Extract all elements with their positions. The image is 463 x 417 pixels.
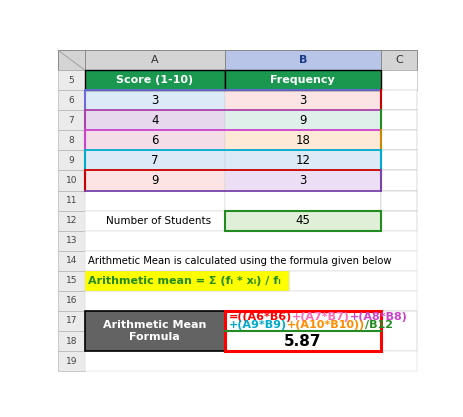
Bar: [85, 311, 225, 351]
Text: 18: 18: [66, 337, 77, 346]
Bar: [85, 191, 225, 211]
Bar: [58, 311, 85, 331]
Bar: [58, 130, 85, 151]
Bar: [381, 151, 417, 171]
Bar: [225, 151, 381, 171]
Text: 9: 9: [299, 114, 307, 127]
Bar: [381, 130, 417, 151]
Bar: [225, 211, 381, 231]
Text: 11: 11: [66, 196, 77, 205]
Bar: [85, 291, 417, 311]
Text: B: B: [299, 55, 307, 65]
Bar: [58, 171, 85, 191]
Bar: [381, 191, 417, 211]
Bar: [381, 90, 417, 110]
Text: 17: 17: [66, 317, 77, 325]
Bar: [58, 291, 85, 311]
Text: 6: 6: [69, 96, 74, 105]
Text: +(A10*B10)): +(A10*B10)): [287, 320, 365, 330]
Text: 10: 10: [66, 176, 77, 185]
Text: 9: 9: [69, 156, 74, 165]
Bar: [85, 351, 417, 371]
Text: Arithmetic mean = Σ (fᵢ * xᵢ) / fᵢ: Arithmetic mean = Σ (fᵢ * xᵢ) / fᵢ: [88, 276, 281, 286]
Bar: [58, 351, 85, 371]
Bar: [381, 171, 417, 191]
Text: 5.87: 5.87: [284, 334, 321, 349]
Bar: [225, 130, 381, 151]
Bar: [225, 311, 381, 351]
Bar: [85, 211, 225, 231]
Text: 18: 18: [295, 134, 310, 147]
Bar: [381, 50, 417, 70]
Bar: [58, 271, 85, 291]
Text: 6: 6: [151, 134, 158, 147]
Text: Arithmetic Mean
Formula: Arithmetic Mean Formula: [103, 320, 206, 342]
Text: Frequency: Frequency: [270, 75, 335, 85]
Bar: [225, 191, 381, 211]
Text: 12: 12: [66, 216, 77, 225]
Bar: [381, 110, 417, 130]
Text: +(A7*B7): +(A7*B7): [292, 311, 350, 322]
Bar: [58, 191, 85, 211]
Bar: [85, 130, 225, 151]
Bar: [85, 110, 225, 130]
Bar: [58, 231, 85, 251]
Text: 13: 13: [66, 236, 77, 245]
Text: 7: 7: [69, 116, 74, 125]
Text: 3: 3: [151, 94, 158, 107]
Bar: [58, 331, 85, 351]
Text: 5: 5: [69, 75, 74, 85]
Bar: [58, 70, 85, 90]
Text: +(A8*B8): +(A8*B8): [350, 311, 408, 322]
Bar: [58, 211, 85, 231]
Text: 45: 45: [295, 214, 310, 227]
Bar: [381, 311, 417, 351]
Bar: [58, 151, 85, 171]
Bar: [58, 110, 85, 130]
Bar: [85, 90, 225, 110]
Text: 14: 14: [66, 256, 77, 265]
Bar: [85, 70, 225, 90]
Text: 4: 4: [151, 114, 158, 127]
Bar: [289, 271, 417, 291]
Bar: [381, 211, 417, 231]
Text: 8: 8: [69, 136, 74, 145]
Text: C: C: [395, 55, 403, 65]
Text: /B12: /B12: [365, 320, 394, 330]
Bar: [381, 70, 417, 90]
Bar: [225, 171, 381, 191]
Text: Score (1-10): Score (1-10): [116, 75, 194, 85]
Bar: [225, 70, 381, 90]
Bar: [85, 231, 417, 251]
Text: +(A9*B9): +(A9*B9): [229, 320, 287, 330]
Bar: [58, 90, 85, 110]
Bar: [85, 50, 225, 70]
Text: 15: 15: [66, 276, 77, 285]
Bar: [225, 90, 381, 110]
Bar: [85, 251, 417, 271]
Bar: [85, 271, 289, 291]
Text: 16: 16: [66, 296, 77, 305]
Bar: [85, 151, 225, 171]
Bar: [225, 110, 381, 130]
Text: Arithmetic Mean is calculated using the formula given below: Arithmetic Mean is calculated using the …: [88, 256, 391, 266]
Text: A: A: [151, 55, 158, 65]
Text: 12: 12: [295, 154, 310, 167]
Text: 19: 19: [66, 357, 77, 366]
Text: Number of Students: Number of Students: [106, 216, 211, 226]
Text: =((A6*B6): =((A6*B6): [229, 311, 292, 322]
Text: 3: 3: [299, 94, 307, 107]
Text: 9: 9: [151, 174, 158, 187]
Bar: [58, 50, 85, 70]
Text: 7: 7: [151, 154, 158, 167]
Bar: [58, 251, 85, 271]
Bar: [85, 171, 225, 191]
Bar: [225, 50, 381, 70]
Text: 3: 3: [299, 174, 307, 187]
